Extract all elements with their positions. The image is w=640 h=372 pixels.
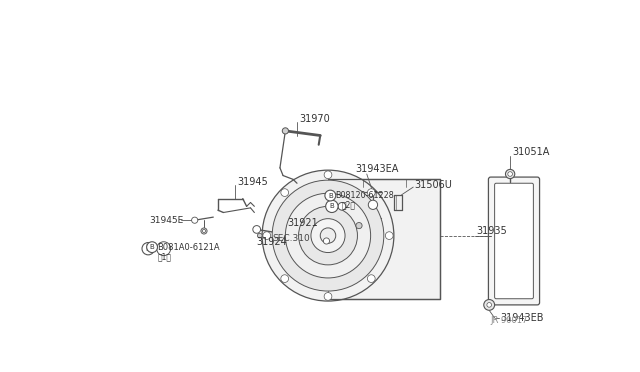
Text: B: B	[330, 203, 334, 209]
Circle shape	[157, 242, 171, 256]
Text: （1）: （1）	[157, 252, 172, 261]
Circle shape	[281, 189, 289, 196]
Text: B: B	[328, 193, 333, 199]
Circle shape	[356, 222, 362, 229]
Text: B08120-61228: B08120-61228	[336, 191, 394, 200]
Circle shape	[324, 293, 332, 300]
Text: 31945: 31945	[237, 177, 268, 187]
FancyBboxPatch shape	[328, 179, 440, 299]
Circle shape	[160, 245, 168, 253]
Circle shape	[320, 228, 336, 243]
Circle shape	[253, 225, 260, 233]
Text: B: B	[150, 244, 154, 250]
Circle shape	[202, 230, 205, 232]
Text: 31945E: 31945E	[150, 216, 184, 225]
Circle shape	[263, 232, 271, 240]
Text: （2）: （2）	[342, 200, 356, 209]
Circle shape	[506, 169, 515, 179]
Circle shape	[298, 206, 358, 265]
Circle shape	[367, 275, 375, 282]
Text: 31506U: 31506U	[415, 180, 452, 190]
Circle shape	[191, 217, 198, 223]
Circle shape	[325, 190, 336, 201]
Circle shape	[367, 189, 375, 196]
Text: SEC.310: SEC.310	[272, 234, 310, 243]
Circle shape	[487, 302, 492, 307]
FancyBboxPatch shape	[495, 183, 533, 299]
Circle shape	[142, 243, 154, 255]
Text: 31935: 31935	[477, 226, 508, 236]
Circle shape	[147, 242, 157, 253]
Text: 31943EA: 31943EA	[355, 164, 399, 174]
Circle shape	[272, 180, 384, 291]
Circle shape	[282, 128, 289, 134]
Circle shape	[311, 219, 345, 253]
Circle shape	[338, 202, 346, 210]
Text: JR 90017: JR 90017	[491, 316, 528, 325]
Circle shape	[262, 170, 394, 301]
Text: 31051A: 31051A	[513, 147, 550, 157]
Circle shape	[257, 233, 262, 238]
Text: 31921: 31921	[288, 218, 319, 228]
FancyBboxPatch shape	[488, 177, 540, 305]
Circle shape	[368, 200, 378, 209]
Circle shape	[324, 171, 332, 179]
Circle shape	[326, 200, 338, 212]
Circle shape	[385, 232, 393, 240]
Circle shape	[285, 193, 371, 278]
Text: B081A0-6121A: B081A0-6121A	[157, 243, 220, 251]
Text: 31924: 31924	[257, 237, 287, 247]
Text: 31943EB: 31943EB	[500, 313, 543, 323]
Circle shape	[323, 238, 330, 244]
Text: B: B	[146, 244, 151, 253]
Circle shape	[281, 275, 289, 282]
Text: 31970: 31970	[300, 113, 330, 124]
Circle shape	[201, 228, 207, 234]
Circle shape	[484, 299, 495, 310]
Circle shape	[508, 172, 513, 176]
